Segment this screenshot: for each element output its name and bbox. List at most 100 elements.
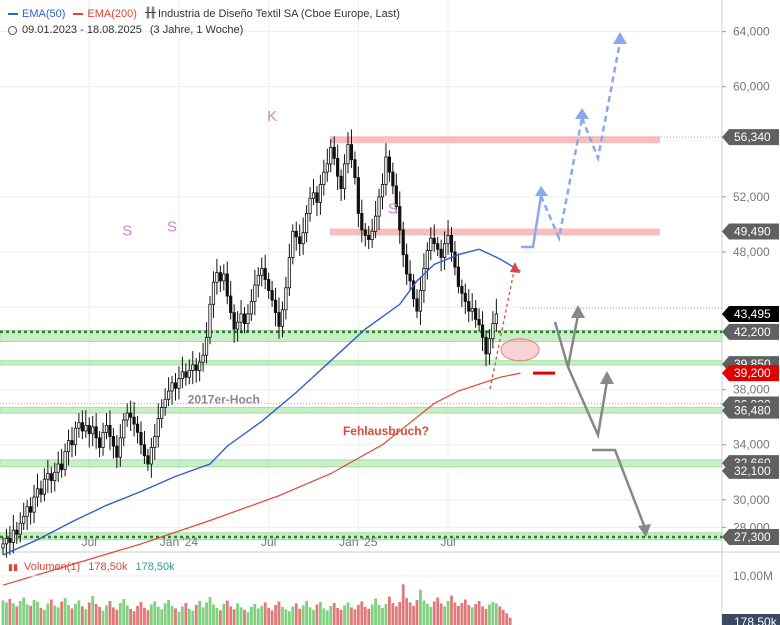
- volume-bar: [43, 609, 46, 625]
- projection-up-2-head: [575, 108, 589, 119]
- volume-bar: [260, 605, 264, 625]
- annotation-pattern: S: [122, 222, 132, 239]
- candle-body: [487, 338, 492, 355]
- candle-body: [225, 273, 229, 297]
- volume-bar: [498, 606, 502, 625]
- volume-bars-icon: ▮▮: [8, 562, 18, 572]
- candle-body: [260, 268, 264, 276]
- candle-body: [256, 274, 260, 286]
- candle-body: [329, 146, 333, 165]
- volume-bar: [132, 611, 136, 625]
- zones: [0, 136, 723, 541]
- candle-body: [180, 371, 184, 380]
- price-flag-label: 43,495: [734, 307, 771, 321]
- volume-bar: [477, 600, 481, 625]
- volume-bar: [108, 600, 112, 625]
- candle-body: [28, 506, 33, 513]
- volume-bar: [70, 608, 74, 625]
- candle-body: [125, 412, 129, 421]
- volume-bar: [429, 606, 433, 625]
- candle-body: [411, 280, 416, 300]
- candle-body: [49, 473, 53, 481]
- volume-bar: [481, 606, 484, 625]
- projection-down-3-head: [638, 524, 651, 537]
- candle-body: [484, 336, 488, 355]
- volume-bar: [405, 598, 409, 625]
- volume-bar: [18, 600, 22, 625]
- volume-bar: [443, 606, 446, 625]
- volume-bar: [60, 601, 64, 625]
- candle-body: [446, 235, 450, 245]
- volume-bar: [160, 609, 164, 625]
- candle-body: [370, 230, 374, 240]
- candle-body: [160, 407, 164, 419]
- candle-body: [108, 425, 112, 437]
- ema50-swatch: [8, 13, 18, 15]
- candle-body: [132, 416, 136, 425]
- volume-bar: [422, 600, 426, 625]
- volume-bar: [125, 605, 129, 625]
- volume-bar: [32, 600, 36, 625]
- candle-body: [208, 303, 212, 338]
- volume-bar: [463, 599, 467, 625]
- candle-body: [22, 515, 26, 524]
- candle-body: [439, 248, 443, 258]
- candle-body: [287, 257, 291, 289]
- volume-bar: [436, 597, 440, 625]
- period-description: (3 Jahre, 1 Woche): [149, 24, 244, 36]
- candle-body: [187, 369, 191, 378]
- candle-body: [198, 361, 202, 371]
- volume-bar: [432, 601, 436, 625]
- candle-body: [346, 144, 350, 165]
- volume-bar: [294, 603, 298, 625]
- volume-bar: [5, 602, 8, 625]
- candle-body: [177, 378, 181, 389]
- candle-body: [139, 431, 143, 446]
- volume-bar: [484, 608, 488, 625]
- volume-bar: [29, 605, 32, 625]
- candle-body: [25, 506, 29, 517]
- ema50-legend-label[interactable]: EMA(50): [22, 8, 66, 20]
- time-axis: Jul Jan '24 Jul Jan '25 Jul: [82, 535, 456, 549]
- chart-legend: EMA(50) EMA(200) ╫╫ Industria de Diseño …: [8, 6, 400, 38]
- ema200-swatch: [73, 13, 84, 15]
- volume-max-label: 10,00M: [733, 569, 773, 583]
- candle-body: [442, 243, 447, 258]
- volume-bar: [494, 603, 498, 625]
- volume-bar: [412, 605, 415, 625]
- candle-body: [53, 471, 57, 481]
- candle-body: [253, 284, 257, 302]
- candle-body: [480, 324, 485, 338]
- projection-arrows: [489, 32, 651, 537]
- candle-body: [432, 237, 436, 245]
- candle-body: [146, 455, 150, 465]
- volume-bar: [181, 606, 184, 625]
- candle-body: [277, 312, 281, 327]
- candle-body: [101, 431, 105, 448]
- volume-bar: [63, 598, 67, 625]
- ema200-legend-label[interactable]: EMA(200): [87, 8, 137, 20]
- candle-body: [477, 319, 481, 326]
- volume-bar: [363, 606, 367, 625]
- candle-body: [315, 192, 319, 203]
- candle-body: [356, 177, 360, 214]
- candle-body: [204, 336, 209, 356]
- volume-bar: [194, 604, 198, 625]
- candle-body: [467, 301, 471, 312]
- candle-body: [149, 447, 153, 465]
- volume-label[interactable]: Volumen(1): [23, 561, 81, 573]
- projection-up-3-head: [613, 32, 627, 44]
- volume-bar: [225, 600, 229, 625]
- false-breakout-pointer-head: [510, 262, 520, 273]
- candle-body: [35, 488, 40, 498]
- candle-body: [422, 268, 426, 291]
- price-tick-label: 48,000: [733, 245, 770, 259]
- price-tick-label: 64,000: [733, 25, 770, 39]
- candle-body: [232, 312, 236, 330]
- volume-bar: [91, 596, 95, 625]
- volume-bar: [8, 599, 12, 625]
- candle-body: [339, 175, 343, 190]
- candle-body: [98, 437, 102, 448]
- volume-bar: [391, 602, 395, 625]
